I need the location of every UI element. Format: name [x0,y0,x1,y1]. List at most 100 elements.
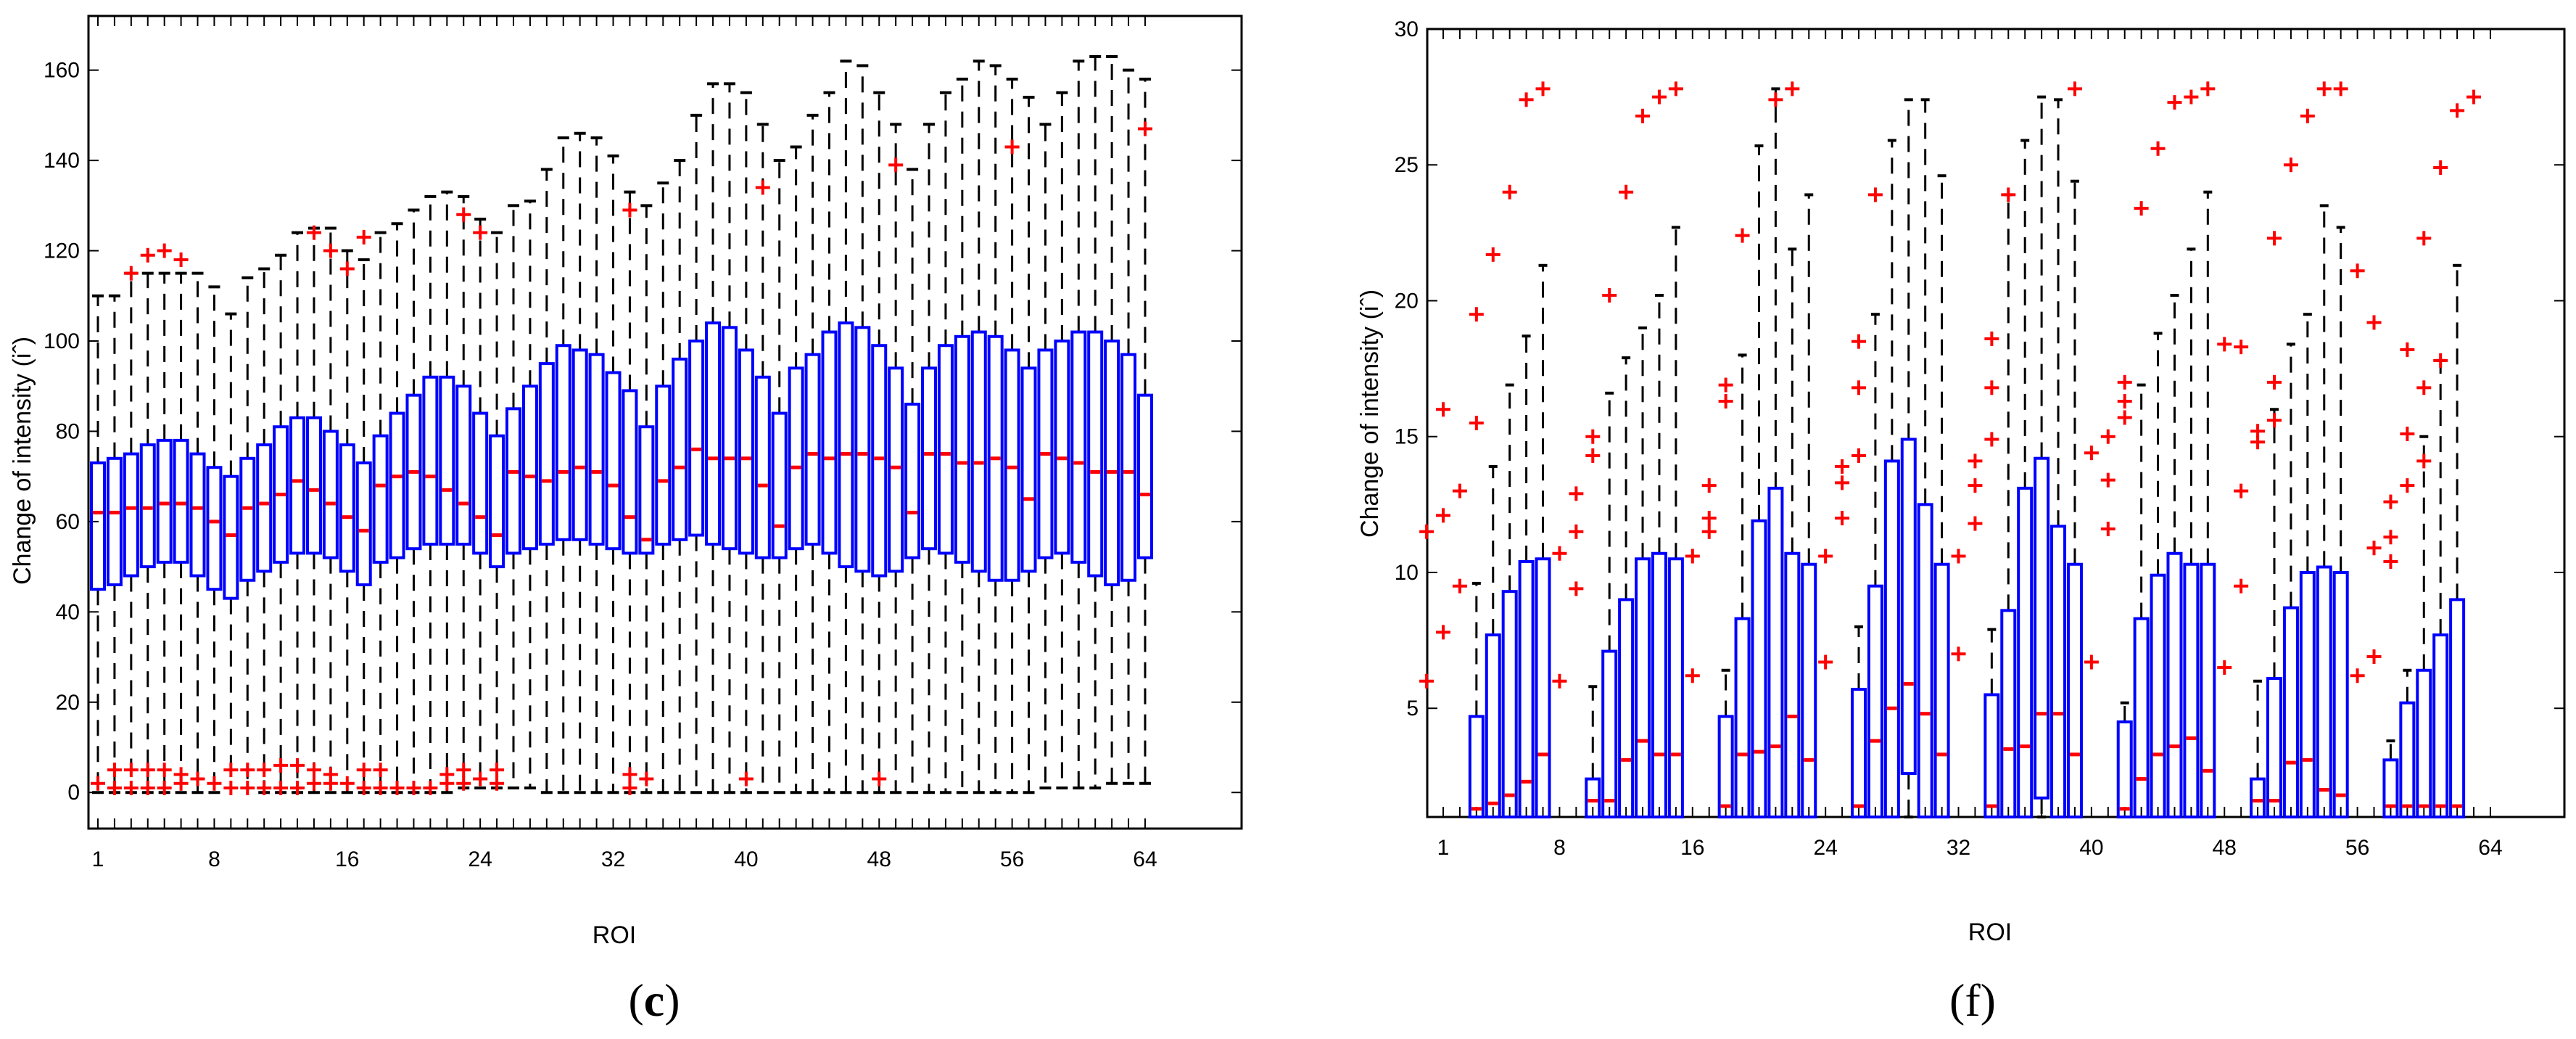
outlier-roi-59 [2400,426,2415,441]
box-roi-44 [804,353,821,546]
box-roi-7 [189,452,206,578]
outlier-roi-13 [1635,108,1651,123]
panel-c-boxplot: 0 20 40 60 80 100 120 140 160 1 8 16 24 32 40 48 56 64 [44,15,1243,871]
y-tick-label: 30 [1395,17,1419,41]
box-roi-40 [738,348,754,555]
box-roi-24 [472,411,489,555]
outlier-roi-1 [1436,508,1450,523]
outlier-roi-18 [373,781,388,795]
outlier-roi-14 [306,763,321,778]
box-roi-38 [2050,525,2067,819]
outlier-roi-61 [2433,353,2448,368]
box-roi-11 [256,443,273,573]
outlier-roi-5 [157,243,172,258]
outlier-roi-24 [1818,654,1833,670]
x-tick-label: 48 [2213,836,2237,860]
outlier-roi-16 [1685,668,1700,683]
outlier-roi-33 [1968,478,1983,493]
outlier-roi-60 [2416,380,2432,395]
outlier-roi-41 [2100,429,2115,444]
outlier-roi-40 [738,771,754,787]
outlier-roi-6 [1519,92,1534,107]
outlier-roi-4 [140,763,155,778]
box-roi-10 [1585,777,1601,818]
box-roi-61 [1087,330,1104,578]
y-tick-label: 20 [56,691,80,715]
outlier-roi-34 [1984,331,1999,346]
outlier-roi-3 [1469,307,1484,322]
plot-frame [87,15,1243,830]
outlier-roi-2 [107,781,122,795]
box-roi-25 [489,434,505,569]
outlier-roi-51 [2267,413,2282,428]
box-roi-22 [1784,551,1801,818]
y-tick-label: 0 [67,781,80,805]
box-roi-56 [1004,348,1020,582]
outlier-roi-64 [1137,121,1152,136]
box-roi-5 [1501,590,1518,818]
outlier-roi-4 [140,781,155,795]
box-roi-51 [921,366,937,551]
box-roi-36 [2017,486,2034,818]
box-roi-27 [521,385,538,551]
box-roi-62 [1104,340,1120,586]
outlier-roi-49 [888,157,904,173]
x-tick-label: 32 [1947,836,1970,860]
box-roi-3 [1468,715,1485,819]
outlier-roi-25 [1835,475,1850,490]
outlier-roi-41 [2100,522,2115,537]
outlier-roi-21 [423,781,438,795]
outlier-roi-9 [1569,581,1584,596]
outlier-roi-17 [1701,511,1717,526]
outlier-roi-9 [1569,524,1584,539]
outlier-roi-16 [1685,549,1700,564]
outlier-roi-10 [240,763,255,778]
box-roi-35 [2000,609,2017,819]
outlier-roi-60 [2416,453,2432,469]
box-roi-18 [1717,715,1734,819]
y-tick-label: 140 [44,149,80,173]
box-roi-9 [223,475,239,600]
box-roi-32 [605,371,622,551]
outlier-roi-52 [2283,157,2298,173]
outlier-roi-27 [1867,187,1883,202]
outlier-roi-2 [1452,483,1467,498]
outlier-roi-25 [1835,459,1850,474]
outlier-roi-26 [1852,334,1866,349]
y-tick-label: 15 [1395,425,1419,449]
outlier-roi-58 [2383,530,2398,545]
box-roi-47 [854,326,871,573]
outlier-roi-8 [1552,546,1567,561]
x-tick-label: 8 [208,847,220,871]
box-roi-42 [771,411,788,559]
outlier-roi-23 [456,763,471,778]
box-roi-46 [838,321,854,569]
outlier-roi-58 [2383,554,2398,569]
box-roi-54 [2316,565,2332,819]
outlier-roi-33 [1968,453,1983,469]
box-roi-57 [1020,366,1037,573]
box-roi-18 [372,434,389,564]
outlier-roi-5 [157,763,172,778]
outlier-roi-20 [406,781,421,795]
box-roi-39 [2066,562,2083,818]
box-roi-23 [455,385,472,546]
outlier-roi-15 [323,243,338,258]
outlier-roi-44 [2150,141,2166,156]
outlier-roi-0 [1419,673,1434,689]
outlier-roi-6 [173,252,189,267]
outlier-roi-56 [1004,139,1020,155]
outlier-roi-2 [1452,578,1467,594]
box-roi-16 [339,443,355,573]
x-tick-label: 56 [1000,847,1024,871]
outlier-roi-3 [123,781,139,795]
box-roi-27 [1867,584,1883,818]
box-roi-43 [788,366,804,551]
outlier-roi-8 [207,776,222,791]
x-tick-label: 16 [335,847,359,871]
outlier-roi-9 [223,763,239,778]
box-roi-52 [937,344,954,555]
outlier-roi-3 [1469,416,1484,430]
outlier-roi-34 [639,771,654,787]
